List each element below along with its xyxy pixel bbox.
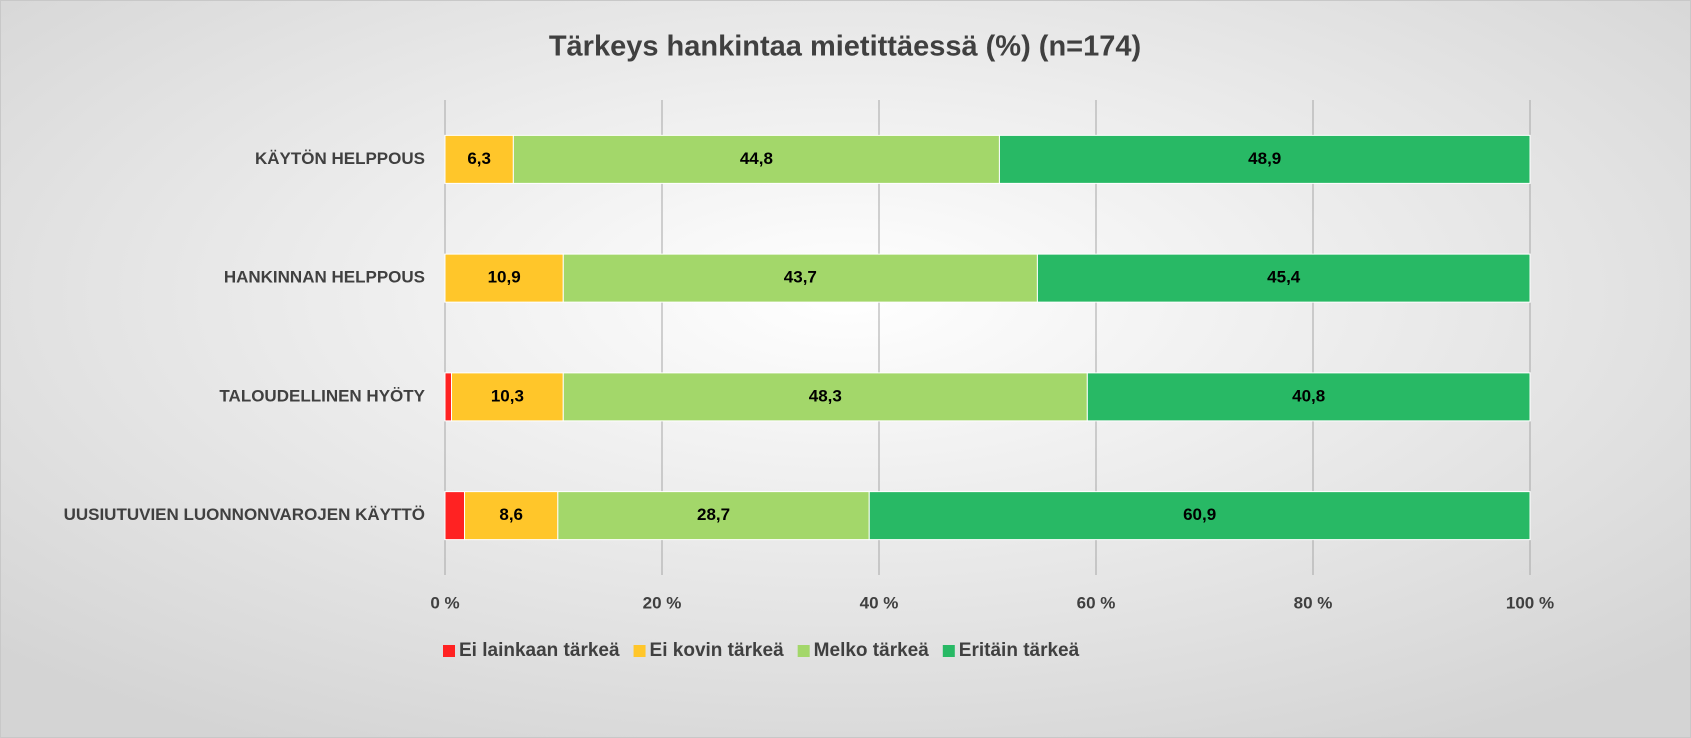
legend-swatch [942, 645, 955, 657]
data-label: 40,8 [1292, 386, 1325, 405]
x-tick-label: 100 % [1506, 593, 1554, 612]
y-tick-label: TALOUDELLINEN HYÖTY [219, 386, 425, 405]
bar-segment [444, 253, 564, 303]
data-label: 60,9 [1183, 505, 1216, 524]
bar-segment [1036, 253, 1531, 303]
legend-label: Ei lainkaan tärkeä [459, 640, 620, 661]
bar-segment [1086, 372, 1531, 422]
data-label: 48,9 [1248, 149, 1281, 168]
legend-swatch [633, 645, 646, 657]
data-label: 10,3 [491, 386, 524, 405]
y-tick-label: HANKINNAN HELPPOUS [224, 268, 425, 287]
bar-segment [451, 372, 564, 422]
legend-label: Eritäin tärkeä [959, 640, 1080, 661]
data-label: 48,3 [809, 386, 842, 405]
x-tick-label: 40 % [860, 593, 899, 612]
y-tick-label: KÄYTÖN HELPPOUS [255, 149, 425, 168]
legend-swatch [443, 645, 455, 657]
bar-segment [464, 491, 559, 541]
bar-segment [562, 253, 1038, 303]
legend-label: Melko tärkeä [814, 640, 930, 661]
bar-segment [557, 491, 870, 541]
data-label: 8,6 [499, 505, 523, 524]
bar-segment [998, 134, 1531, 184]
x-tick-label: 0 % [430, 593, 459, 612]
data-label: 28,7 [697, 505, 730, 524]
x-tick-label: 20 % [643, 593, 682, 612]
data-label: 10,9 [488, 268, 521, 287]
chart-title: Tärkeys hankintaa mietittäessä (%) (n=17… [549, 31, 1141, 63]
bar-segment [868, 491, 1531, 541]
x-tick-label: 60 % [1077, 593, 1116, 612]
data-label: 43,7 [784, 268, 817, 287]
x-tick-label: 80 % [1294, 593, 1333, 612]
data-label: 44,8 [740, 149, 773, 168]
y-tick-label: UUSIUTUVIEN LUONNONVAROJEN KÄYTTÖ [64, 505, 425, 524]
data-label: 6,3 [467, 149, 491, 168]
legend-label: Ei kovin tärkeä [650, 640, 785, 661]
bar-segment [562, 372, 1088, 422]
bar-segment [444, 491, 466, 541]
bar-segment [444, 372, 453, 422]
legend-swatch [797, 645, 810, 657]
bar-segment [444, 134, 514, 184]
data-label: 45,4 [1267, 268, 1301, 287]
